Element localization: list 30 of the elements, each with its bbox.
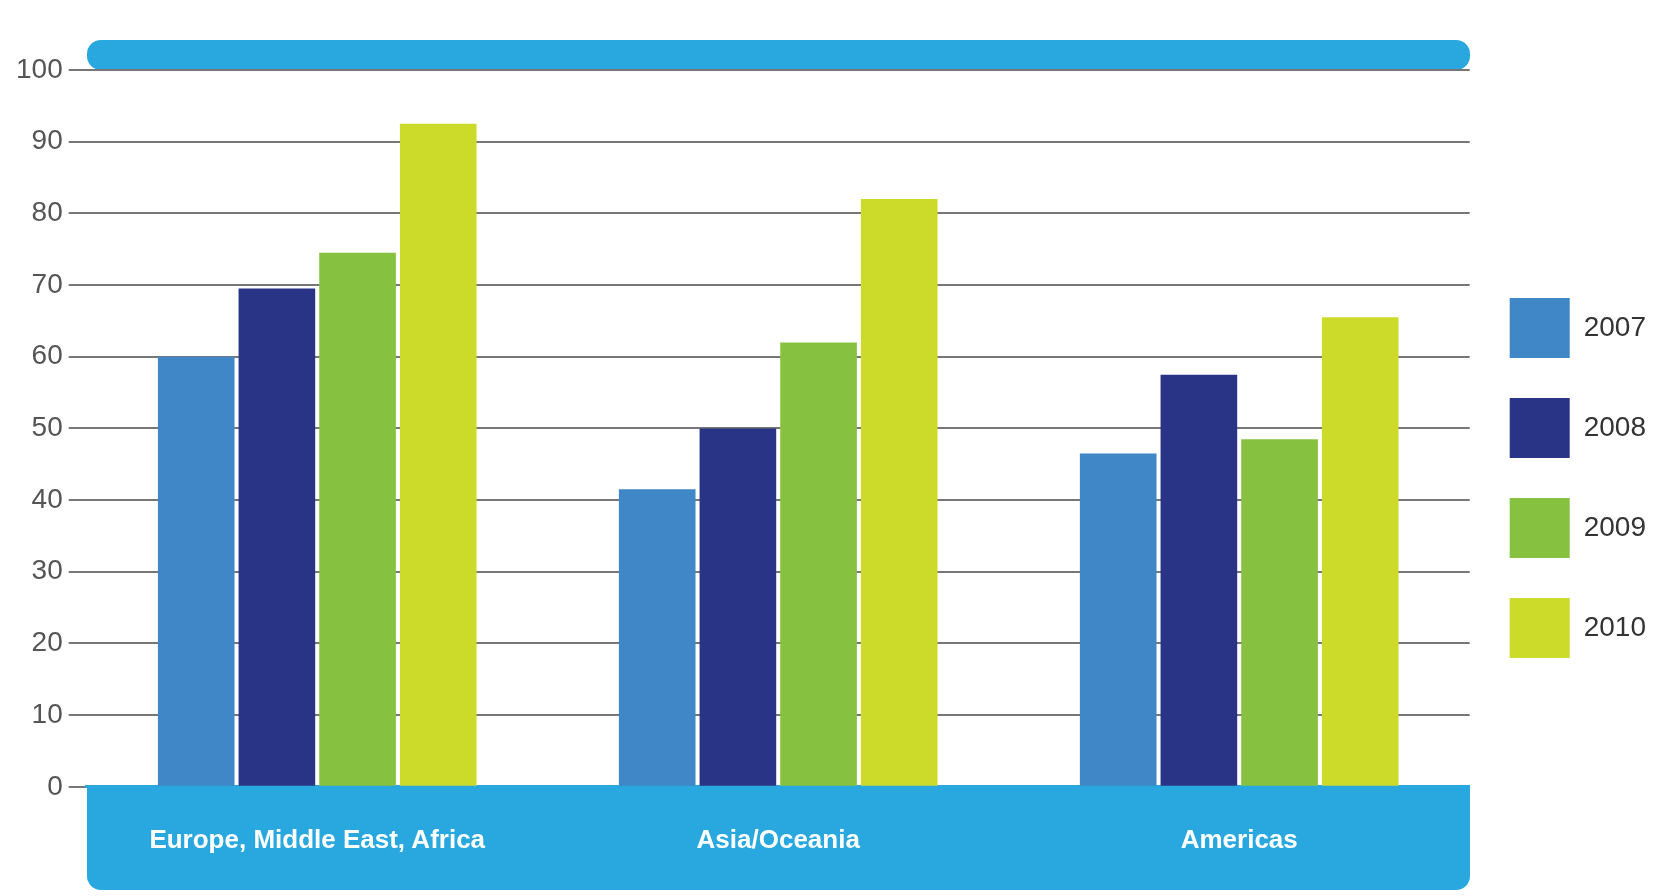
bar (699, 428, 777, 786)
legend-label: 2008 (1583, 410, 1647, 442)
legend-label: 2010 (1583, 610, 1647, 642)
y-tick-label: 10 (31, 697, 63, 729)
bar (1321, 317, 1399, 786)
y-tick-label: 30 (31, 554, 63, 586)
bar (618, 489, 696, 786)
y-tick-label: 70 (31, 267, 63, 299)
y-tick-label: 80 (31, 196, 63, 228)
y-tick-label: 60 (31, 339, 63, 371)
x-tick-label: Americas (1180, 823, 1298, 854)
bar (780, 342, 857, 786)
bar (1241, 439, 1318, 786)
y-tick-label: 0 (47, 769, 63, 801)
bar (399, 123, 477, 786)
y-tick-label: 50 (31, 411, 63, 443)
legend-label: 2007 (1583, 310, 1647, 342)
y-tick-label: 100 (16, 52, 63, 84)
bar (860, 199, 938, 786)
y-tick-label: 40 (31, 482, 63, 514)
bar (1079, 453, 1157, 786)
x-tick-label: Europe, Middle East, Africa (149, 823, 486, 854)
bar (238, 288, 316, 786)
bar (157, 356, 235, 786)
y-tick-label: 90 (31, 124, 63, 156)
x-tick-label: Asia/Oceania (696, 823, 861, 854)
bar (1160, 374, 1238, 786)
y-tick-label: 20 (31, 626, 63, 658)
legend-label: 2009 (1583, 510, 1647, 542)
bar (319, 252, 396, 786)
